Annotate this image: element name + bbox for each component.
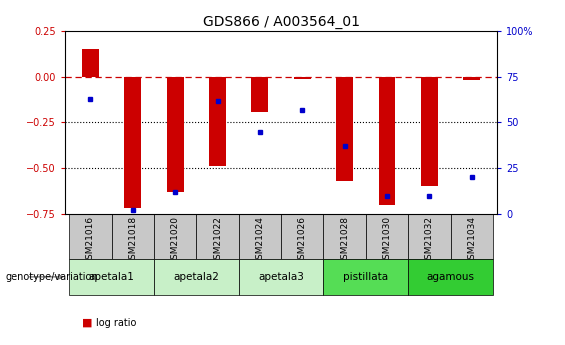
Bar xyxy=(154,259,238,295)
Bar xyxy=(451,214,493,259)
Text: GSM21022: GSM21022 xyxy=(213,216,222,265)
Bar xyxy=(112,214,154,259)
Bar xyxy=(69,259,154,295)
Bar xyxy=(209,77,226,166)
Text: genotype/variation: genotype/variation xyxy=(6,272,98,282)
Bar xyxy=(124,77,141,208)
Text: GSM21030: GSM21030 xyxy=(383,216,392,265)
Text: GSM21024: GSM21024 xyxy=(255,216,264,265)
Text: GSM21034: GSM21034 xyxy=(467,216,476,265)
Text: log ratio: log ratio xyxy=(96,318,136,327)
Bar xyxy=(154,214,197,259)
Bar xyxy=(366,214,408,259)
Title: GDS866 / A003564_01: GDS866 / A003564_01 xyxy=(203,14,359,29)
Bar xyxy=(294,77,311,79)
Text: GSM21020: GSM21020 xyxy=(171,216,180,265)
Bar xyxy=(238,214,281,259)
Bar xyxy=(167,77,184,192)
Bar xyxy=(281,214,323,259)
Bar xyxy=(69,214,112,259)
Text: apetala1: apetala1 xyxy=(89,272,134,282)
Bar xyxy=(323,259,408,295)
Bar xyxy=(323,214,366,259)
Text: ■: ■ xyxy=(82,318,93,327)
Text: pistillata: pistillata xyxy=(344,272,388,282)
Text: GSM21028: GSM21028 xyxy=(340,216,349,265)
Text: agamous: agamous xyxy=(427,272,475,282)
Text: GSM21026: GSM21026 xyxy=(298,216,307,265)
Bar xyxy=(238,259,323,295)
Bar xyxy=(82,49,99,77)
Bar xyxy=(408,214,451,259)
Text: apetala3: apetala3 xyxy=(258,272,304,282)
Bar xyxy=(379,77,395,205)
Text: GSM21018: GSM21018 xyxy=(128,216,137,265)
Bar xyxy=(463,77,480,80)
Text: apetala2: apetala2 xyxy=(173,272,219,282)
Bar xyxy=(336,77,353,181)
Bar xyxy=(408,259,493,295)
Bar xyxy=(421,77,438,187)
Bar xyxy=(197,214,238,259)
Text: GSM21016: GSM21016 xyxy=(86,216,95,265)
Text: GSM21032: GSM21032 xyxy=(425,216,434,265)
Bar xyxy=(251,77,268,111)
